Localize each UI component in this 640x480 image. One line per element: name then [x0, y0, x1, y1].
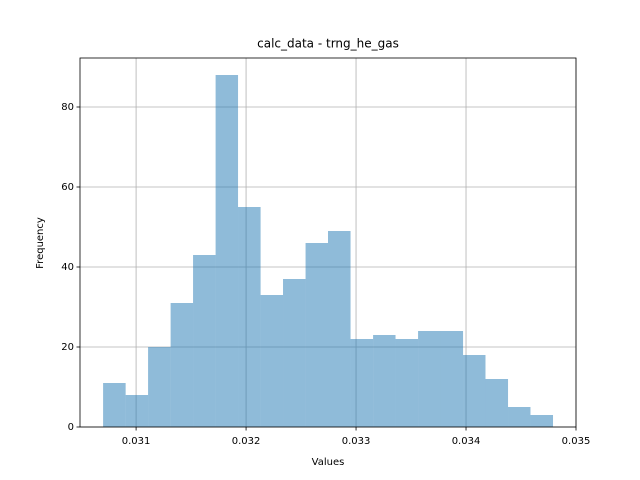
bar	[395, 339, 419, 427]
y-tick-label: 80	[61, 102, 74, 113]
x-axis-label: Values	[312, 457, 345, 468]
x-tick-label: 0.035	[562, 436, 591, 447]
bar	[305, 243, 328, 427]
bar	[193, 255, 216, 427]
x-tick-label: 0.031	[122, 436, 151, 447]
bar	[148, 347, 171, 427]
y-tick-label: 20	[61, 342, 74, 353]
bar	[485, 379, 509, 427]
bar	[103, 383, 126, 427]
bar	[463, 355, 486, 427]
x-tick-label: 0.034	[452, 436, 481, 447]
bar	[418, 331, 441, 427]
y-axis-label: Frequency	[35, 217, 46, 269]
y-tick-label: 0	[68, 422, 74, 433]
bar	[440, 331, 464, 427]
bar	[508, 407, 531, 427]
bar	[530, 415, 554, 427]
x-tick-label: 0.032	[232, 436, 261, 447]
x-tick-label: 0.033	[342, 436, 371, 447]
y-tick-label: 40	[61, 262, 74, 273]
bar	[260, 295, 284, 427]
chart-title: calc_data - trng_he_gas	[257, 37, 399, 51]
bar	[373, 335, 396, 427]
bar	[170, 303, 194, 427]
bar	[328, 231, 351, 427]
bar	[238, 207, 261, 427]
plot-frame	[79, 57, 577, 428]
bar	[350, 339, 374, 427]
bar	[215, 75, 239, 427]
y-tick-label: 60	[61, 182, 74, 193]
bar	[125, 395, 149, 427]
bar	[283, 279, 306, 427]
